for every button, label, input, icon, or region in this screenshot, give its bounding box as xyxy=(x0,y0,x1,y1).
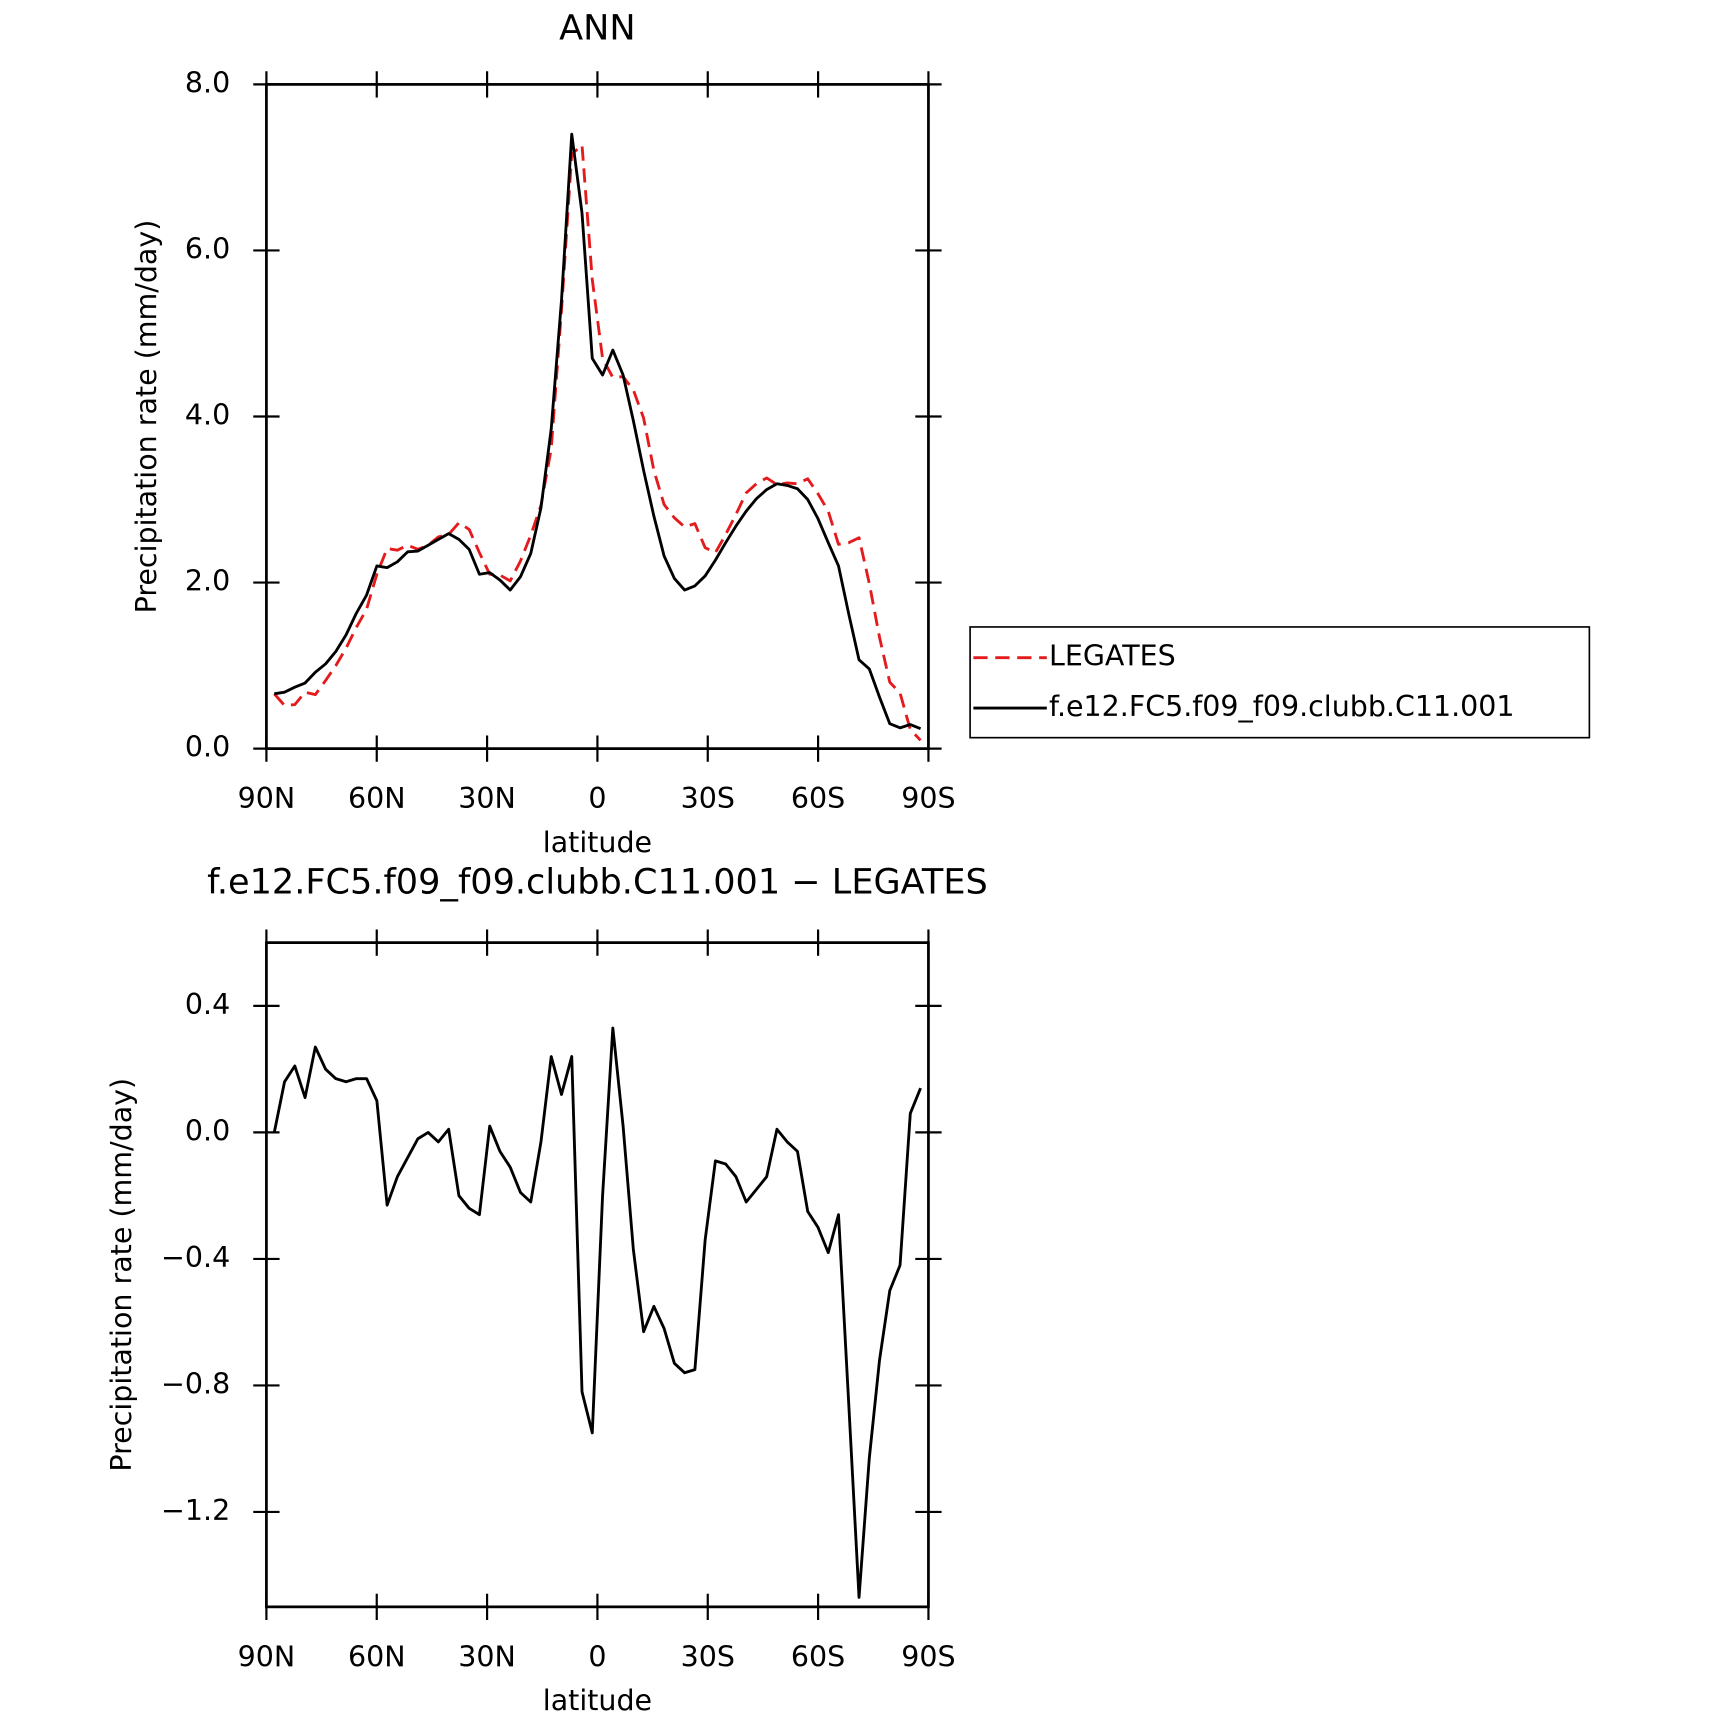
x-tick-label: 90S xyxy=(901,1640,955,1673)
x-tick-label: 0 xyxy=(588,782,606,815)
y-tick-label: 0.0 xyxy=(185,1114,230,1147)
legend-label: f.e12.FC5.f09_f09.clubb.C11.001 xyxy=(1049,690,1515,723)
x-tick-label: 60N xyxy=(348,782,406,815)
y-tick-label: −0.8 xyxy=(161,1367,230,1400)
x-tick-label: 60S xyxy=(791,1640,845,1673)
x-tick-label: 90S xyxy=(901,782,955,815)
y-tick-label: −0.4 xyxy=(161,1241,230,1274)
x-tick-label: 60S xyxy=(791,782,845,815)
data-line xyxy=(272,1026,922,1599)
x-axis-label: latitude xyxy=(543,826,652,859)
x-tick-label: 30N xyxy=(458,782,516,815)
plot-frame xyxy=(265,83,930,750)
x-tick-label: 30S xyxy=(681,1640,735,1673)
chart-title: f.e12.FC5.f09_f09.clubb.C11.001 − LEGATE… xyxy=(207,861,988,902)
y-tick-label: 0.4 xyxy=(185,988,230,1021)
y-tick-label: 6.0 xyxy=(185,232,230,265)
legend-box xyxy=(969,626,1591,739)
plot-frame xyxy=(265,941,930,1609)
y-tick-label: 4.0 xyxy=(185,399,230,432)
x-tick-label: 30N xyxy=(458,1640,516,1673)
chart-title: ANN xyxy=(559,8,635,49)
y-tick-label: 0.0 xyxy=(185,731,230,764)
data-line xyxy=(274,132,922,731)
y-axis-label: Precipitation rate (mm/day) xyxy=(130,220,163,614)
y-tick-label: 2.0 xyxy=(185,565,230,598)
x-tick-label: 0 xyxy=(588,1640,606,1673)
data-line xyxy=(273,143,922,742)
x-tick-label: 60N xyxy=(348,1640,406,1673)
x-tick-label: 90N xyxy=(238,782,296,815)
legend-label: LEGATES xyxy=(1049,640,1176,673)
x-axis-label: latitude xyxy=(543,1684,652,1717)
x-tick-label: 30S xyxy=(681,782,735,815)
y-tick-label: 8.0 xyxy=(185,66,230,99)
y-tick-label: −1.2 xyxy=(161,1494,230,1527)
x-tick-label: 90N xyxy=(238,1640,296,1673)
y-axis-label: Precipitation rate (mm/day) xyxy=(105,1078,138,1472)
